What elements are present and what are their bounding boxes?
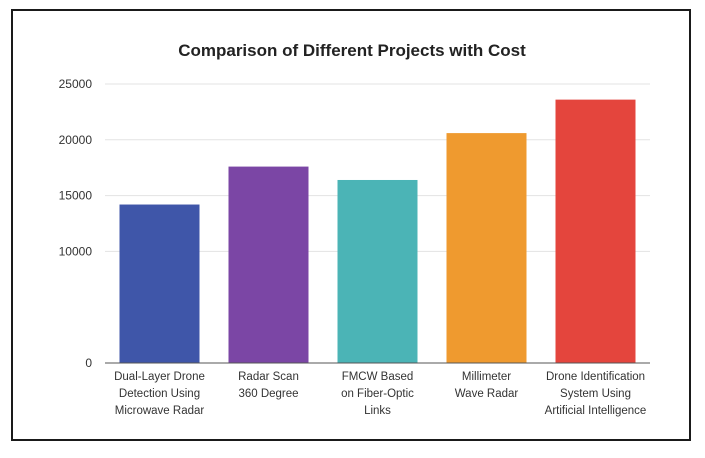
bar — [228, 166, 309, 363]
x-axis-ticks: Dual-Layer Drone Detection Using Microwave… — [114, 371, 646, 417]
bar — [119, 204, 200, 363]
bar — [446, 133, 527, 363]
x-tick-label: FMCW Based on Fiber-Optic Links — [341, 371, 414, 417]
x-tick-label: Radar Scan 360 Degree — [238, 371, 299, 400]
y-tick-label: 25000 — [59, 77, 93, 91]
bars — [119, 99, 636, 364]
x-tick-label: Dual-Layer Drone Detection Using Microwave… — [114, 371, 205, 417]
y-tick-label: 0 — [85, 356, 92, 370]
chart-title: Comparison of Different Projects with Co… — [178, 41, 526, 60]
y-tick-label: 10000 — [59, 244, 93, 258]
x-tick-label: Millimeter Wave Radar — [455, 371, 519, 400]
bar — [555, 99, 636, 364]
y-tick-label: 20000 — [59, 133, 93, 147]
y-tick-label: 15000 — [59, 189, 93, 203]
x-tick-label: Drone Identification System Using Artifici… — [545, 371, 647, 417]
y-axis-ticks: 0 10000 15000 20000 25000 — [59, 77, 93, 370]
bar — [337, 179, 418, 363]
